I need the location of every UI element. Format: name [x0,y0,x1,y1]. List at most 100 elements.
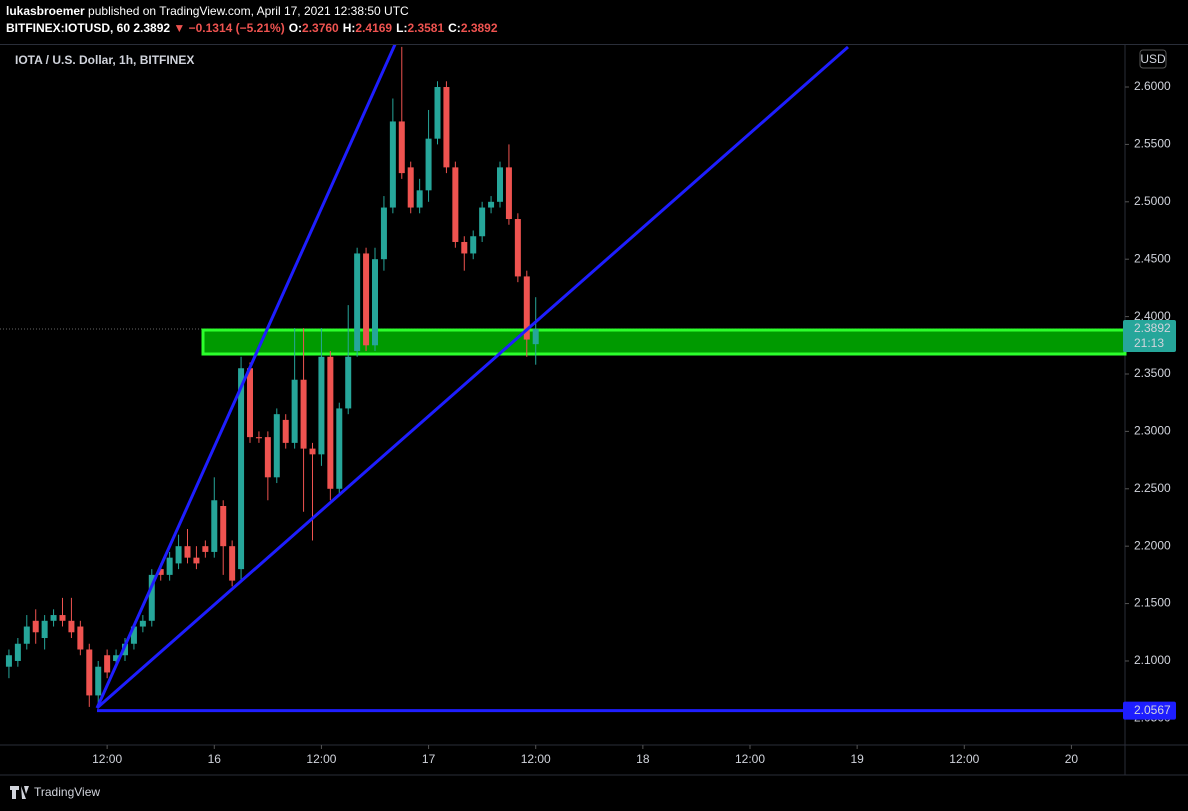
candle-body [318,356,325,455]
candle-body [68,620,75,633]
author: lukasbroemer [6,4,85,18]
candle-body [211,500,218,552]
candle-body [166,557,173,575]
candle-body [238,368,245,570]
footer: TradingView [34,785,100,799]
candle-body [32,620,39,633]
candle-body [273,414,280,478]
candle-body [461,241,468,254]
candle-body [497,167,503,202]
x-tick-label: 12:00 [306,752,336,766]
x-tick-label: 12:00 [92,752,122,766]
candle-body [354,253,361,352]
candle-body [336,408,343,489]
candle-body [59,615,66,621]
countdown: 21:13 [1134,336,1164,350]
x-tick-label: 19 [850,752,864,766]
candle-body [14,643,21,661]
y-tick-label: 2.1000 [1134,653,1171,667]
x-tick-label: 18 [636,752,650,766]
x-tick-label: 12:00 [521,752,551,766]
y-tick-label: 2.2000 [1134,538,1171,552]
candle-body [416,190,423,208]
chart-title: IOTA / U.S. Dollar, 1h, BITFINEX [15,53,194,67]
candle-body [95,666,102,696]
ohlc-value: 2.3892 [461,21,498,35]
candle-body [264,437,271,478]
candle-body [523,276,530,340]
candle-body [247,368,253,438]
candle-body [130,626,137,644]
candle-body [148,574,155,621]
x-tick-label: 16 [208,752,222,766]
candle-body [443,87,450,168]
candle-body [104,655,111,673]
candle-body [175,546,182,564]
candle-body [23,626,30,644]
candle-body [372,259,378,346]
candle-body [255,437,262,439]
ohlc: O:2.3760 H:2.4169 L:2.3581 C:2.3892 [289,21,498,35]
published: published on TradingView.com, April 17, … [88,4,409,18]
candle-body [532,328,539,345]
ohlc-key: C: [448,21,461,35]
y-tick-label: 2.4000 [1134,309,1171,323]
candle-body [327,356,334,489]
candle-body [452,167,459,242]
ohlc-value: 2.3760 [302,21,339,35]
header-line2: BITFINEX:IOTUSD, 60 2.3892 ▼ −0.1314 (−5… [6,21,498,35]
support-label: 2.0567 [1134,703,1171,717]
drawings [95,45,849,710]
y-tick-label: 2.5000 [1134,194,1171,208]
candle-body [488,201,495,208]
candle-body [389,121,396,208]
candle-body [122,643,128,656]
candle-body [380,207,387,260]
y-tick-label: 2.3500 [1134,366,1171,380]
ohlc-key: H: [343,21,356,35]
x-tick-label: 12:00 [735,752,765,766]
candle-body [77,626,84,650]
candle-body [229,546,236,581]
candle-body [363,253,370,346]
candle-body [309,448,316,455]
y-tick-label: 2.3000 [1134,424,1171,438]
candle-body [345,356,352,409]
candle-body [113,655,120,661]
candle-body [434,87,441,139]
zone [201,328,1127,356]
candle-body [41,620,48,639]
plot: 2.05002.10002.15002.20002.25002.30002.35… [0,46,1171,766]
candle-body [398,121,405,174]
candle-body [220,506,227,547]
candle-body [139,620,146,627]
candle-body [300,379,307,449]
last: 2.3892 [133,21,170,35]
ohlc-key: O: [289,21,302,35]
candle-body [50,615,57,621]
ohlc-value: 2.4169 [355,21,392,35]
candle-body [470,236,477,254]
candle-body [479,207,486,237]
x-tick-label: 17 [422,752,436,766]
candle-body [86,649,93,696]
support-label-box [1123,701,1176,720]
currency-box [1139,49,1167,69]
y-tick-label: 2.1500 [1134,596,1171,610]
candle-body [505,167,512,220]
candle-body [282,419,289,443]
trend-line [95,45,397,709]
candle-body [157,569,164,575]
logo [10,786,29,799]
y-tick-label: 2.6000 [1134,79,1171,93]
y-tick-label: 2.2500 [1134,481,1171,495]
candle-body [291,379,298,443]
last-price-label: 2.3892 [1134,321,1171,335]
candle-body [202,546,209,552]
y-tick-label: 2.4500 [1134,251,1171,265]
candle-body [514,219,521,277]
ohlc-value: 2.3581 [407,21,444,35]
